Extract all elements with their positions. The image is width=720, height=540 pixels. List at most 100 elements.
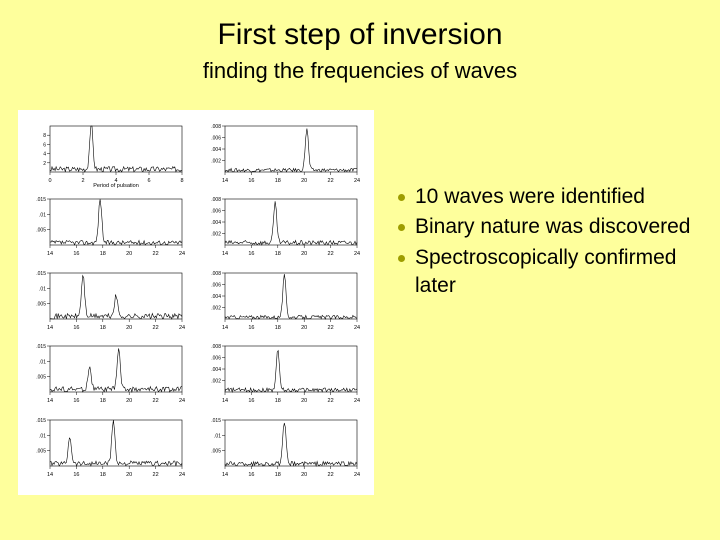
svg-text:22: 22	[328, 472, 334, 478]
svg-text:.01: .01	[39, 286, 46, 292]
svg-text:0: 0	[48, 178, 51, 184]
svg-text:22: 22	[153, 251, 159, 257]
svg-text:16: 16	[73, 472, 79, 478]
svg-text:6: 6	[43, 142, 46, 148]
svg-text:.01: .01	[214, 433, 221, 439]
svg-text:24: 24	[354, 251, 360, 257]
spectrum-panel: 14 16 18 20 22 24 .002 .004 .006 .008	[201, 342, 366, 409]
svg-text:.005: .005	[36, 301, 46, 307]
svg-text:20: 20	[301, 251, 307, 257]
svg-text:14: 14	[222, 251, 228, 257]
svg-text:18: 18	[100, 251, 106, 257]
svg-text:.015: .015	[36, 418, 46, 424]
svg-text:Period of pulsation: Period of pulsation	[93, 183, 139, 188]
svg-text:24: 24	[354, 472, 360, 478]
bullet-dot-icon	[398, 224, 405, 231]
spectrum-panel: 141618202224.002.004.006.008	[201, 122, 366, 189]
svg-text:.006: .006	[211, 136, 221, 142]
svg-text:.008: .008	[211, 124, 221, 130]
svg-text:.006: .006	[211, 356, 221, 362]
svg-text:2: 2	[81, 178, 84, 184]
bullet-item: 10 waves were identified	[398, 183, 708, 211]
svg-text:.002: .002	[211, 379, 221, 385]
svg-text:24: 24	[354, 178, 360, 184]
svg-text:18: 18	[100, 325, 106, 331]
spectrum-panel: 024682468Period of pulsation	[26, 122, 191, 189]
svg-text:16: 16	[248, 398, 254, 404]
svg-text:.015: .015	[36, 344, 46, 350]
svg-text:18: 18	[100, 472, 106, 478]
svg-text:22: 22	[328, 178, 334, 184]
svg-text:16: 16	[73, 325, 79, 331]
spectrum-panel: 141618202224.002.004.006.008	[201, 269, 366, 336]
svg-text:4: 4	[43, 152, 46, 158]
svg-text:20: 20	[126, 325, 132, 331]
svg-text:.006: .006	[211, 282, 221, 288]
svg-text:.005: .005	[36, 375, 46, 381]
slide-title: First step of inversion	[0, 18, 720, 52]
bullet-dot-icon	[398, 255, 405, 262]
svg-text:.002: .002	[211, 159, 221, 165]
svg-text:.006: .006	[211, 209, 221, 215]
bullet-text: 10 waves were identified	[415, 183, 645, 211]
svg-text:20: 20	[301, 178, 307, 184]
svg-text:18: 18	[100, 398, 106, 404]
svg-text:18: 18	[275, 251, 281, 257]
svg-text:14: 14	[222, 325, 228, 331]
svg-text:14: 14	[222, 398, 228, 404]
svg-text:22: 22	[153, 398, 159, 404]
bullet-list: 10 waves were identifiedBinary nature wa…	[398, 183, 708, 302]
svg-text:14: 14	[222, 472, 228, 478]
spectrum-panel: 14 16 18 20 22 24 .002 .004 .006 .008	[201, 195, 366, 262]
svg-text:.01: .01	[39, 433, 46, 439]
svg-text:.005: .005	[36, 448, 46, 454]
svg-text:18: 18	[275, 472, 281, 478]
svg-text:18: 18	[275, 398, 281, 404]
svg-text:.008: .008	[211, 271, 221, 277]
svg-text:16: 16	[73, 398, 79, 404]
svg-text:20: 20	[301, 398, 307, 404]
svg-text:.015: .015	[211, 418, 221, 424]
svg-text:20: 20	[126, 472, 132, 478]
svg-text:14: 14	[222, 178, 228, 184]
spectrum-panel: 14 16 18 20 22 24 .005 .01 .015	[26, 269, 191, 336]
svg-text:2: 2	[43, 161, 46, 167]
svg-text:16: 16	[248, 472, 254, 478]
svg-text:22: 22	[328, 398, 334, 404]
bullet-text: Spectroscopically confirmed later	[415, 244, 708, 301]
svg-text:20: 20	[301, 325, 307, 331]
svg-text:14: 14	[47, 398, 53, 404]
svg-text:.004: .004	[211, 367, 221, 373]
svg-text:22: 22	[328, 325, 334, 331]
slide-subtitle: finding the frequencies of waves	[0, 58, 720, 84]
svg-text:18: 18	[275, 178, 281, 184]
svg-text:.004: .004	[211, 220, 221, 226]
svg-text:16: 16	[248, 251, 254, 257]
svg-text:20: 20	[301, 472, 307, 478]
svg-text:20: 20	[126, 251, 132, 257]
svg-text:.008: .008	[211, 197, 221, 203]
bullet-dot-icon	[398, 194, 405, 201]
svg-text:.015: .015	[36, 271, 46, 277]
svg-text:22: 22	[328, 251, 334, 257]
svg-text:.002: .002	[211, 305, 221, 311]
svg-text:6: 6	[147, 178, 150, 184]
svg-text:24: 24	[179, 251, 185, 257]
svg-text:.005: .005	[36, 228, 46, 234]
bullet-item: Spectroscopically confirmed later	[398, 244, 708, 301]
svg-text:22: 22	[153, 325, 159, 331]
svg-text:.002: .002	[211, 232, 221, 238]
svg-text:20: 20	[126, 398, 132, 404]
svg-text:.008: .008	[211, 344, 221, 350]
svg-text:16: 16	[248, 325, 254, 331]
spectrum-panel: 141618202224.005.01.015	[26, 195, 191, 262]
bullet-text: Binary nature was discovered	[415, 213, 690, 241]
svg-text:24: 24	[179, 325, 185, 331]
svg-text:14: 14	[47, 325, 53, 331]
svg-text:14: 14	[47, 472, 53, 478]
svg-text:24: 24	[179, 398, 185, 404]
svg-text:.004: .004	[211, 294, 221, 300]
svg-text:16: 16	[248, 178, 254, 184]
svg-text:24: 24	[354, 398, 360, 404]
svg-text:.01: .01	[39, 360, 46, 366]
